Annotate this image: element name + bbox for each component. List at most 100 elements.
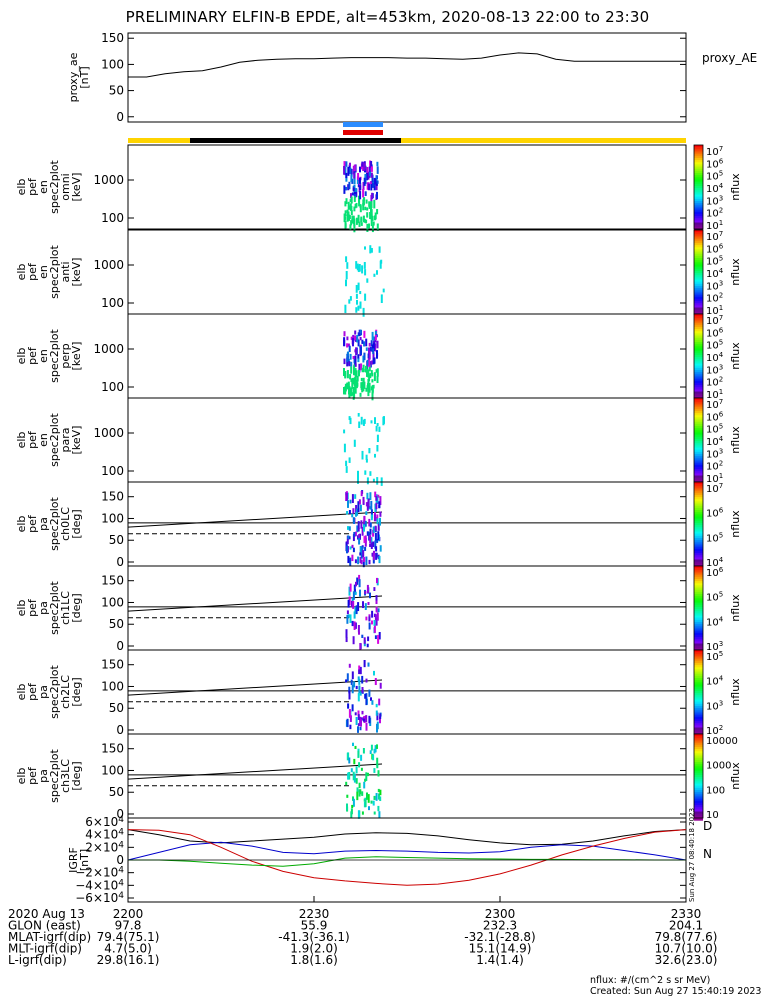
spec-cell [366,182,369,190]
pa-ylabel-line: spec2plot [48,749,61,803]
footer: nflux: #/(cm^2 s sr MeV) Created: Sun Au… [590,975,775,997]
spec-cell [355,379,358,389]
time-axis-value: 2300 [485,907,516,921]
spec-cell [350,193,352,199]
spec-colorbar-swatch [694,245,703,248]
spec-colorbar-swatch [694,415,703,418]
time-axis-value: 2200 [113,907,144,921]
spec-colorbar-swatch [694,402,703,406]
pa-cell [348,686,351,692]
pa-cell [352,742,354,747]
spec-cell [357,305,360,311]
pa-cell [374,491,377,498]
spec-cell [343,161,346,167]
pa-cell [352,534,355,542]
pa-colorbar-swatch [694,755,703,759]
spec-colorbar-swatch [694,255,703,259]
spec-cell [374,417,376,424]
spec-cell [346,214,349,222]
spec-colorbar-swatch [694,168,703,172]
pa-colorbar-swatch [694,800,703,804]
spec-cell [368,389,371,393]
pa-ylabel-line: [deg] [70,677,83,706]
pa-panel-tick-label: 50 [109,701,124,715]
pa-colorbar-swatch [694,766,703,770]
pa-colorbar-swatch [694,578,703,582]
spec-colorbar-swatch [694,460,703,464]
spec-ylabel-line: [keV] [70,426,83,455]
spec-colorbar-swatch [694,451,703,455]
spec-cell [365,219,368,224]
spec-cell [361,381,364,389]
pa-cell [353,758,356,765]
spec-cell [365,454,368,460]
spec-cell [353,164,356,172]
pa-colorbar-swatch [694,656,703,660]
spec-cell [376,270,378,275]
pa-cell [378,793,380,800]
spec-cell [355,261,358,269]
colorbar-tick-label: 102 [706,724,723,737]
spec-colorbar-swatch [694,242,703,246]
spec-cell [343,368,345,376]
spec-cell [347,343,350,347]
spec-cell [350,366,353,374]
spec-colorbar-swatch [694,162,703,165]
pa-colorbar-swatch [694,669,703,673]
pa-cell [376,514,379,522]
spec-panel-tick-label: 100 [101,211,124,225]
spec-colorbar-swatch [694,479,703,483]
spec-cell [378,426,381,432]
colorbar-tick-label: 105 [706,170,723,183]
spec-cell [359,392,362,397]
spec-ylabel-line: elb [15,264,28,281]
spec-colorbar-swatch [694,314,703,317]
spec-colorbar-swatch [694,419,703,423]
spec-colorbar-swatch [694,292,703,296]
spec-cell [348,394,351,398]
igrf-tick-label: 6×104 [85,815,124,829]
spec-colorbar-swatch [694,374,703,378]
pa-ylabel-line: [deg] [70,761,83,790]
spec-cell [365,199,368,204]
pa-cell [360,553,363,559]
pa-colorbar-swatch [694,718,703,722]
spec-cell [371,360,374,365]
spec-colorbar-swatch [694,170,703,174]
pa-colorbar-swatch [694,813,703,817]
time-axis-row-label: 2020 Aug 13 [8,907,85,921]
spec-cell [366,167,369,173]
pa-colorbar-swatch [694,516,703,520]
pa-colorbar: 106 105 104 103 nflux [693,565,742,653]
pa-colorbar-swatch [694,585,703,589]
pa-ylabel-line: pef [26,682,39,701]
pa-colorbar-swatch [694,583,703,586]
spec-colorbar-swatch [694,428,703,431]
spec-cell [359,337,362,341]
spec-cell [370,182,373,191]
spec-cell [372,358,375,365]
spec-colorbar-swatch [694,288,703,291]
pa-colorbar-swatch [694,637,703,640]
spec-cell [359,182,362,191]
pa-colorbar-swatch [694,662,703,666]
spec-colorbar-swatch [694,387,703,390]
pa-cell [378,501,381,509]
pa-cell [355,512,357,517]
colorbar-tick-label: 105 [706,531,723,544]
spec-cell [359,177,361,184]
pa-colorbar-swatch [694,721,703,724]
spec-cell [359,291,362,295]
spec-cell [350,336,353,340]
pa-cell [369,522,372,528]
spec-cell [367,383,369,389]
spec-colorbar-swatch [694,305,703,309]
spec-colorbar-swatch [694,395,703,399]
spec-cell [354,368,357,377]
spec-cell [368,382,371,391]
spec-ylabel-line: elb [15,348,28,365]
spec-cell [362,203,365,211]
colorbar-tick-label: 102 [706,292,723,305]
spec-panel-tick-label: 100 [101,296,124,310]
pa-colorbar-swatch [694,701,703,705]
